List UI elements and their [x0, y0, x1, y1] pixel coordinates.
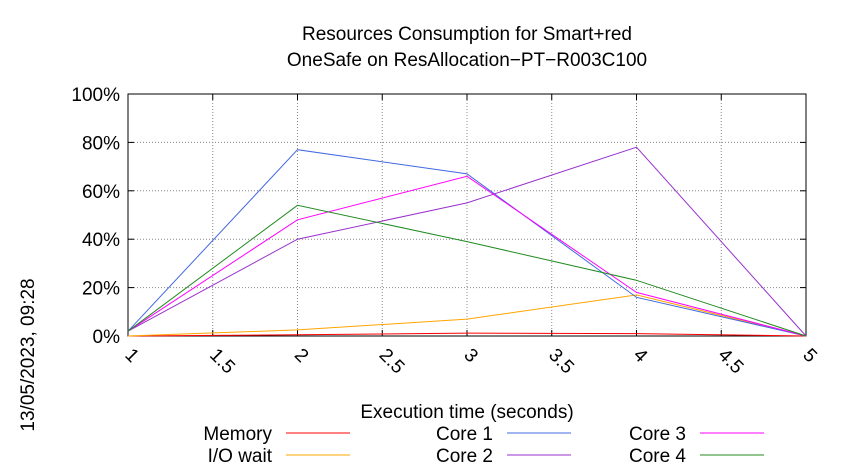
legend-label-core-1: Core 1	[436, 424, 493, 445]
x-tick-label-1: 1.5	[205, 345, 239, 379]
x-axis-label: Execution time (seconds)	[360, 402, 573, 423]
legend-label-i-o-wait: I/O wait	[208, 446, 273, 467]
series-line-core-3	[127, 175, 807, 337]
y-tick-label-3: 60%	[82, 182, 120, 203]
y-tick-label-5: 100%	[71, 85, 120, 106]
series-line-memory	[127, 332, 807, 337]
x-tick-label-8: 5	[798, 345, 820, 367]
y-tick-label-2: 40%	[82, 230, 120, 251]
series-line-core-1	[127, 149, 807, 337]
x-tick-label-4: 3	[459, 345, 481, 367]
x-tick-label-0: 1	[120, 345, 142, 367]
chart-title: Resources Consumption for Smart+red OneS…	[287, 24, 647, 71]
legend-label-memory: Memory	[203, 424, 272, 445]
timestamp-label: 13/05/2023, 09:28	[18, 278, 39, 431]
legend-label-core-4: Core 4	[629, 446, 686, 467]
chart-title-line-2: OneSafe on ResAllocation−PT−R003C100	[287, 50, 647, 71]
x-tick-label-3: 2.5	[375, 345, 409, 379]
chart-title-line-1: Resources Consumption for Smart+red	[302, 24, 632, 45]
series-line-core-4	[127, 204, 807, 337]
series-line-core-2	[127, 146, 807, 337]
series-line-i-o-wait	[127, 294, 807, 337]
legend-label-core-3: Core 3	[629, 424, 686, 445]
x-tick-label-7: 4.5	[714, 345, 748, 379]
y-tick-label-1: 20%	[82, 279, 120, 300]
x-tick-label-6: 4	[629, 345, 652, 368]
y-tick-label-4: 80%	[82, 133, 120, 154]
y-axis-ticks: 0% 20% 40% 60% 80% 100%	[71, 85, 806, 348]
y-tick-label-0: 0%	[93, 327, 121, 348]
x-tick-label-5: 3.5	[544, 345, 578, 379]
chart-grid	[127, 93, 807, 337]
x-tick-label-2: 2	[290, 345, 312, 367]
legend-label-core-2: Core 2	[436, 446, 493, 467]
series-lines	[127, 146, 807, 337]
